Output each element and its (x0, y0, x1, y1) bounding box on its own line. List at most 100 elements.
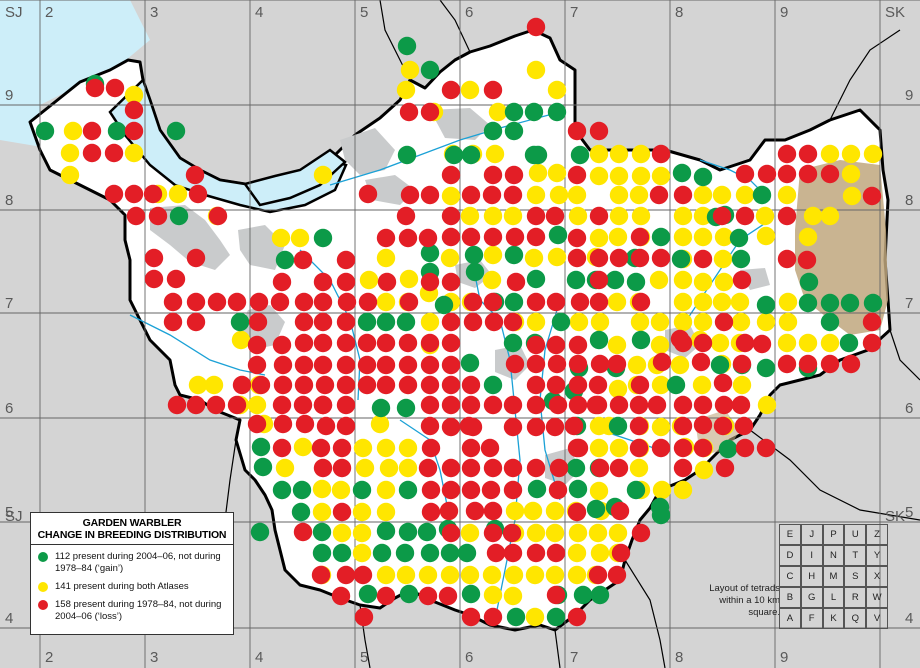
tetrad-dot-loss (526, 417, 546, 437)
sea (0, 0, 345, 240)
tetrad-dot-both (168, 184, 188, 204)
tetrad-dot-loss (589, 292, 609, 312)
tetrad-key-cell: M (822, 566, 845, 587)
tetrad-dot-loss (353, 565, 373, 585)
tetrad-dot-loss (247, 355, 267, 375)
tetrad-dot-loss (526, 17, 546, 37)
tetrad-dot-loss (483, 458, 503, 478)
tetrad-dot-both (693, 312, 713, 332)
tetrad-dot-loss (358, 184, 378, 204)
tetrad-key-cell: E (779, 524, 801, 545)
tetrad-dot-both (545, 565, 565, 585)
tetrad-dot-loss (841, 354, 861, 374)
tetrad-dot-loss (270, 292, 290, 312)
tetrad-dot-both (820, 333, 840, 353)
tetrad-dot-loss (503, 417, 523, 437)
tetrad-dot-both (630, 312, 650, 332)
tetrad-dot-gain (291, 502, 311, 522)
tetrad-dot-both (60, 143, 80, 163)
tetrad-key-cell: T (844, 545, 867, 566)
tetrad-dot-loss (104, 184, 124, 204)
tetrad-dot-both (398, 438, 418, 458)
tetrad-key-cell: G (800, 587, 823, 608)
tetrad-dot-loss (607, 354, 627, 374)
tetrad-dot-loss (548, 480, 568, 500)
grid-x-label-top: 4 (255, 4, 263, 21)
tetrad-dot-loss (313, 355, 333, 375)
tetrad-dot-both (694, 460, 714, 480)
tetrad-dot-both (842, 186, 862, 206)
tetrad-dot-both (631, 144, 651, 164)
tetrad-dot-loss (354, 607, 374, 627)
tetrad-dot-loss (483, 523, 503, 543)
tetrad-dot-loss (376, 228, 396, 248)
tetrad-dot-both (673, 227, 693, 247)
tetrad-dot-both (841, 164, 861, 184)
tetrad-dot-loss (568, 354, 588, 374)
tetrad-dot-both (798, 227, 818, 247)
tetrad-dot-loss (526, 335, 546, 355)
tetrad-dot-gain (548, 225, 568, 245)
tetrad-dot-loss (673, 416, 693, 436)
grid-y-label-right: 4 (905, 610, 913, 627)
tetrad-dot-both (590, 543, 610, 563)
tetrad-dot-both (631, 206, 651, 226)
tetrad-dot-loss (332, 458, 352, 478)
tetrad-key-cell: F (800, 608, 823, 629)
tetrad-key-cell: H (800, 566, 823, 587)
grid-x-label-top: 3 (150, 4, 158, 21)
tetrad-dot-loss (526, 395, 546, 415)
tetrad-dot-loss (589, 206, 609, 226)
tetrad-dot-loss (567, 228, 587, 248)
tetrad-dot-gain (230, 312, 250, 332)
tetrad-dot-loss (441, 480, 461, 500)
tetrad-dot-gain (546, 607, 566, 627)
grid-y-label-right: 8 (905, 192, 913, 209)
tetrad-dots (35, 17, 883, 627)
tetrad-dot-both (526, 185, 546, 205)
tetrad-dot-loss (714, 395, 734, 415)
grid-x-label-bottom: 6 (465, 649, 473, 666)
tetrad-dot-both (400, 60, 420, 80)
tetrad-dot-loss (313, 292, 333, 312)
tetrad-dot-loss (336, 375, 356, 395)
tetrad-dot-loss (777, 164, 797, 184)
tetrad-dot-both (693, 185, 713, 205)
tetrad-dot-loss (673, 395, 693, 415)
tetrad-dot-both (607, 292, 627, 312)
tetrad-dot-gain (397, 145, 417, 165)
tetrad-dot-both (589, 144, 609, 164)
tetrad-dot-gain (756, 358, 776, 378)
tetrad-dot-both (568, 523, 588, 543)
tetrad-dot-loss (483, 80, 503, 100)
tetrad-dot-loss (481, 480, 501, 500)
tetrad-key-cell: S (844, 566, 867, 587)
tetrad-dot-both (732, 375, 752, 395)
tetrad-dot-both (460, 523, 480, 543)
tetrad-dot-loss (505, 227, 525, 247)
tetrad-dot-loss (798, 354, 818, 374)
tetrad-dot-both (713, 249, 733, 269)
tetrad-dot-loss (420, 333, 440, 353)
tetrad-dot-loss (207, 292, 227, 312)
grid-x-label-top: 2 (45, 4, 53, 21)
tetrad-dot-loss (564, 416, 584, 436)
tetrad-key-cell: L (822, 587, 845, 608)
tetrad-dot-loss (546, 292, 566, 312)
tetrad-dot-loss (752, 334, 772, 354)
tetrad-dot-loss (503, 543, 523, 563)
tetrad-dot-loss (232, 375, 252, 395)
tetrad-dot-both (803, 206, 823, 226)
tetrad-dot-loss (798, 164, 818, 184)
tetrad-dot-loss (652, 352, 672, 372)
tetrad-dot-loss (185, 165, 205, 185)
tetrad-dot-loss (251, 375, 271, 395)
tetrad-dot-loss (398, 228, 418, 248)
tetrad-dot-loss (441, 458, 461, 478)
tetrad-dot-loss (589, 248, 609, 268)
tetrad-dot-gain (798, 293, 818, 313)
tetrad-dot-both (756, 226, 776, 246)
tetrad-dot-loss (420, 416, 440, 436)
tetrad-dot-both (756, 312, 776, 332)
